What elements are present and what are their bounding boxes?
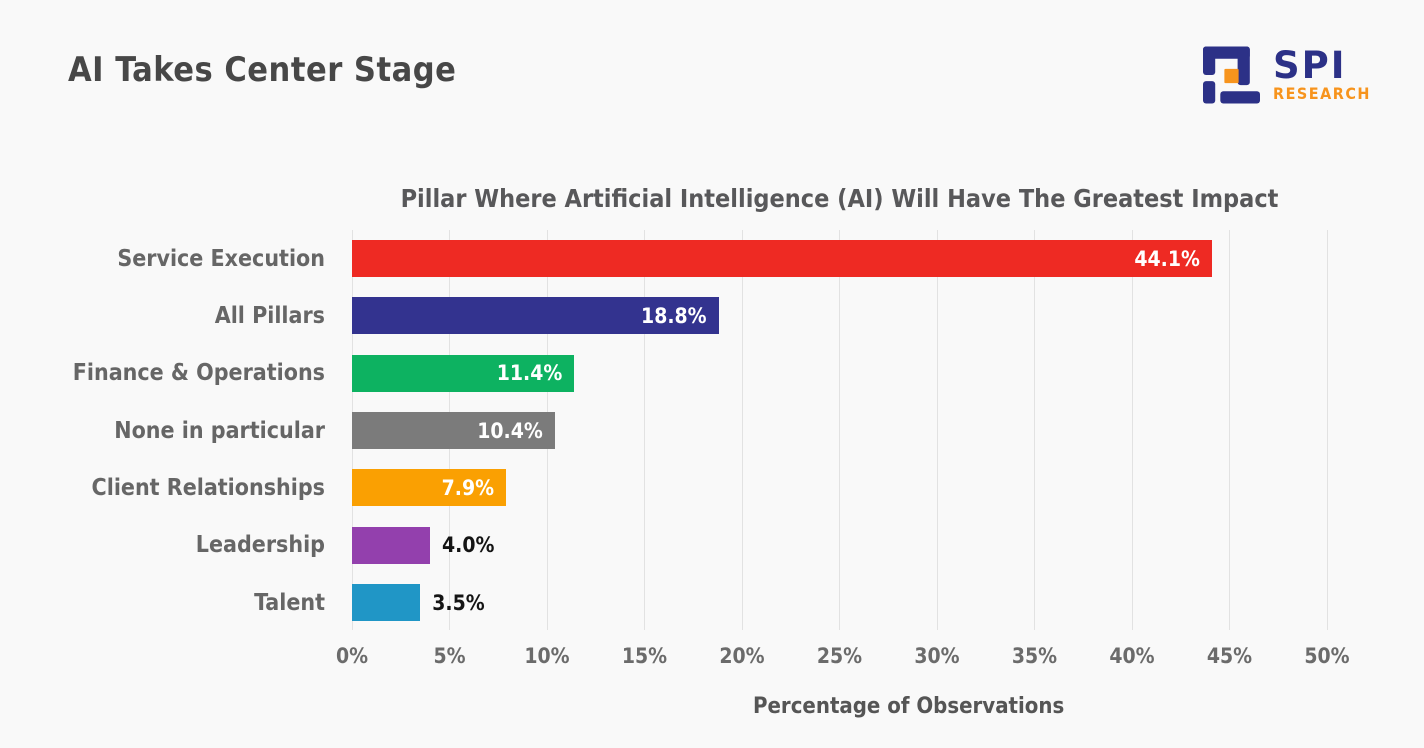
spi-logo-icon [1203, 46, 1260, 104]
bar-value-label: 4.0% [442, 533, 495, 558]
x-tick-label: 40% [1109, 644, 1155, 668]
spi-research-logo: SPI RESEARCH [1203, 46, 1371, 104]
gridline [1229, 230, 1230, 630]
gridline [1326, 230, 1328, 630]
chart-title: Pillar Where Artificial Intelligence (AI… [400, 184, 1279, 213]
bar-row: 10.4% [352, 412, 1327, 450]
x-tick-label: 30% [914, 644, 960, 668]
category-label: None in particular [114, 417, 325, 444]
x-tick-label: 50% [1304, 644, 1350, 668]
plot-area: 44.1% 18.8% 11.4% 10.4% 7.9% 4.0% 3.5% [351, 230, 1328, 630]
bar-value-label: 10.4% [477, 418, 543, 443]
bar-value-label: 44.1% [1134, 246, 1200, 271]
bar-row: 11.4% [352, 354, 1327, 392]
x-axis-title: Percentage of Observations [753, 694, 1065, 719]
category-label: Service Execution [117, 245, 325, 272]
x-tick-label: 10% [524, 644, 570, 668]
category-label: Leadership [195, 532, 325, 559]
category-labels-layer: Service Execution All Pillars Finance & Op… [0, 230, 325, 630]
gridline [936, 230, 938, 630]
bar-row: 18.8% [352, 297, 1327, 335]
bar-value-label: 11.4% [496, 361, 563, 386]
category-label: Client Relationships [91, 474, 325, 501]
bar[interactable]: 10.4% [352, 412, 555, 450]
x-tick-label: 45% [1206, 644, 1253, 668]
x-tick-label: 35% [1011, 644, 1058, 668]
gridline [839, 230, 840, 630]
logo-brand-text: SPI [1273, 44, 1347, 87]
bar[interactable] [352, 526, 430, 564]
bar-row: 44.1% [352, 240, 1327, 277]
bar-row: 4.0% [352, 526, 1327, 564]
x-tick-label: 20% [719, 644, 765, 668]
bar-row: 7.9% [352, 469, 1327, 507]
gridline [741, 230, 743, 630]
logo-sub-text: RESEARCH [1273, 84, 1371, 103]
x-tick-label: 5% [433, 644, 466, 668]
bar-row: 3.5% [352, 584, 1327, 622]
bar[interactable] [352, 584, 421, 622]
x-tick-label: 15% [621, 644, 668, 668]
gridline [1034, 230, 1035, 630]
x-axis-tick-layer: 0% 5% 10% 15% 20% 25% 30% 35% 40% 45% 50% [336, 644, 1350, 670]
category-label: Talent [254, 589, 325, 616]
bar-value-label: 18.8% [641, 303, 707, 328]
category-label: Finance & Operations [72, 360, 325, 387]
x-tick-label: 25% [816, 644, 863, 668]
gridline [1131, 230, 1133, 630]
bar[interactable]: 44.1% [352, 240, 1212, 277]
x-tick-label: 0% [335, 644, 369, 668]
logo-text: SPI RESEARCH [1273, 46, 1371, 102]
bar[interactable]: 18.8% [352, 297, 719, 335]
bar[interactable]: 11.4% [352, 354, 575, 392]
gridline [644, 230, 645, 630]
bar[interactable]: 7.9% [352, 469, 507, 507]
category-label: All Pillars [214, 302, 325, 329]
bar-value-label: 3.5% [432, 590, 485, 615]
bar-value-label: 7.9% [441, 475, 495, 500]
page-title: AI Takes Center Stage [68, 50, 457, 90]
